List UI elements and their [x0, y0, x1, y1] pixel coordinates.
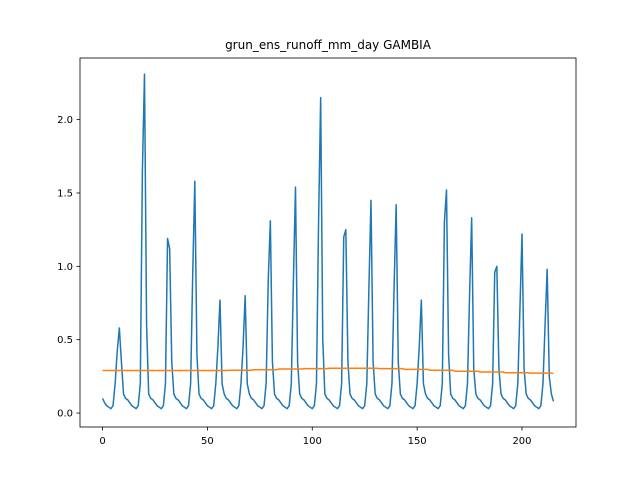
x-tick-label: 100 — [303, 436, 322, 447]
line-series — [101, 73, 555, 410]
chart-title: grun_ens_runoff_mm_day GAMBIA — [225, 38, 432, 52]
line-series — [102, 367, 554, 375]
y-tick-label: 0.0 — [57, 409, 73, 420]
y-tick-label: 1.0 — [57, 262, 73, 273]
y-tick-label: 1.5 — [57, 188, 73, 199]
plot-frame — [79, 57, 577, 428]
x-tick-label: 50 — [201, 436, 214, 447]
y-tick-label: 2.0 — [57, 115, 73, 126]
x-tick-label: 200 — [512, 436, 531, 447]
y-tick-label: 0.5 — [57, 335, 73, 346]
x-tick-label: 150 — [408, 436, 427, 447]
x-tick-label: 0 — [99, 436, 105, 447]
